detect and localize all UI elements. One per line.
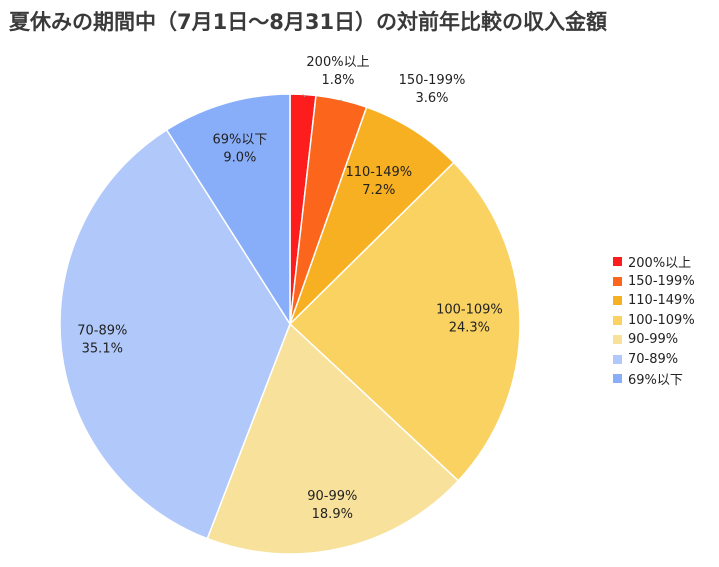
- pie-slice: [59, 128, 291, 540]
- slice-label: 100-109% 24.3%: [436, 303, 503, 336]
- legend-item: 90-99%: [613, 330, 695, 350]
- slice-category-label: 110-149%: [345, 165, 412, 180]
- slice-category-label: 150-199%: [399, 73, 466, 88]
- legend-label: 90-99%: [628, 332, 679, 348]
- legend-swatch: [613, 276, 622, 286]
- legend-label: 70-89%: [628, 351, 679, 367]
- legend-label: 150-199%: [628, 273, 695, 289]
- slice-percent-label: 35.1%: [82, 342, 123, 357]
- legend-item: 150-199%: [613, 272, 695, 292]
- legend: 200%以上 150-199% 110-149% 100-109% 90-99% 70-8…: [613, 252, 695, 389]
- pie-slice: [289, 106, 455, 325]
- slice-label: 90-99% 18.9%: [307, 489, 357, 522]
- pie-slice: [288, 161, 521, 482]
- slice-category-label: 100-109%: [436, 303, 503, 318]
- legend-item: 200%以上: [613, 252, 695, 272]
- pie-slices: [59, 93, 521, 555]
- pie-slice: [165, 93, 291, 327]
- slice-label: 69%以下 9.0%: [212, 133, 267, 166]
- slice-category-label: 90-99%: [307, 489, 357, 504]
- legend-swatch: [613, 296, 622, 306]
- legend-swatch: [613, 335, 622, 345]
- legend-swatch: [613, 374, 622, 384]
- slice-percent-label: 9.0%: [223, 151, 256, 166]
- legend-swatch: [613, 315, 622, 325]
- legend-item: 100-109%: [613, 311, 695, 331]
- legend-label: 69%以下: [628, 373, 683, 389]
- slice-percent-label: 3.6%: [415, 91, 448, 106]
- legend-swatch: [613, 354, 622, 364]
- slice-category-label: 200%以上: [306, 55, 369, 70]
- slice-percent-label: 7.2%: [362, 183, 395, 198]
- leader-line: [339, 99, 342, 102]
- slice-label: 70-89% 35.1%: [77, 324, 127, 357]
- legend-label: 100-109%: [628, 312, 695, 328]
- leader-lines: [302, 94, 342, 102]
- chart-title: 夏休みの期間中（7月1日〜8月31日）の対前年比較の収入金額: [9, 10, 608, 34]
- slice-label: 150-199% 3.6%: [399, 73, 466, 106]
- pie-slice: [206, 322, 460, 555]
- legend-item: 70-89%: [613, 350, 695, 370]
- legend-swatch: [613, 257, 622, 267]
- slice-label: 200%以上 1.8%: [306, 55, 369, 88]
- slice-labels: 200%以上 1.8% 150-199% 3.6% 110-149% 7.2% 100-10…: [77, 55, 503, 522]
- legend-item: 69%以下: [613, 369, 695, 389]
- leader-line: [302, 94, 306, 98]
- legend-item: 110-149%: [613, 291, 695, 311]
- slice-category-label: 69%以下: [212, 133, 267, 148]
- slice-label: 110-149% 7.2%: [345, 165, 412, 198]
- slice-percent-label: 24.3%: [449, 321, 490, 336]
- legend-label: 200%以上: [628, 256, 692, 272]
- legend-label: 110-149%: [628, 293, 695, 309]
- slice-percent-label: 1.8%: [321, 73, 354, 88]
- slice-category-label: 70-89%: [77, 324, 127, 339]
- slice-percent-label: 18.9%: [312, 507, 353, 522]
